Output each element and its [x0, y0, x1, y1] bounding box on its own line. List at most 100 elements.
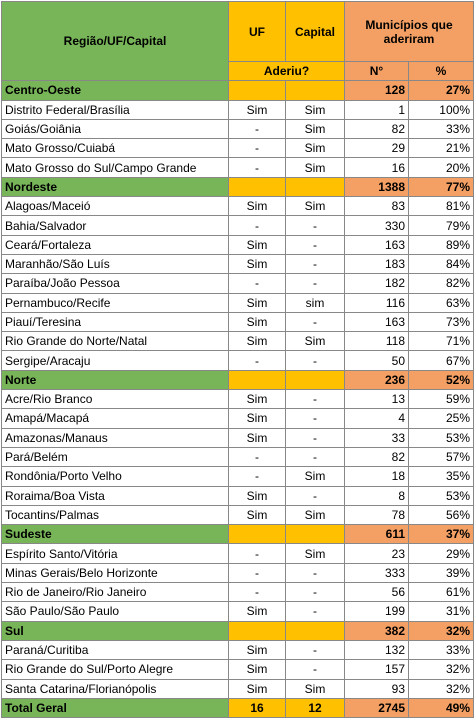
- table-row: Rondônia/Porto Velho - Sim 18 35%: [1, 466, 474, 487]
- state-pct: 82%: [408, 273, 474, 294]
- state-name: Ceará/Fortaleza: [1, 234, 229, 255]
- state-pct: 25%: [408, 408, 474, 429]
- region-n: 382: [344, 620, 409, 641]
- region-pct: 77%: [408, 176, 474, 198]
- state-pct: 35%: [408, 466, 474, 487]
- state-n: 93: [344, 678, 409, 699]
- state-pct: 33%: [408, 118, 474, 140]
- table-row: Sudeste 611 37%: [1, 524, 474, 545]
- region-name: Nordeste: [1, 176, 229, 198]
- state-name: São Paulo/São Paulo: [1, 601, 229, 622]
- state-capital: Sim: [285, 331, 345, 352]
- state-uf: Sim: [228, 504, 286, 526]
- state-pct: 61%: [408, 582, 474, 603]
- table-row: Amazonas/Manaus Sim -33 53%: [1, 427, 474, 448]
- state-pct: 21%: [408, 138, 474, 159]
- state-pct: 39%: [408, 562, 474, 584]
- state-pct: 33%: [408, 639, 474, 661]
- region-capital: [285, 80, 345, 101]
- state-capital: -: [285, 446, 345, 468]
- state-pct: 100%: [408, 99, 474, 120]
- state-uf: Sim: [228, 678, 286, 699]
- state-uf: Sim: [228, 331, 286, 352]
- state-n: 23: [344, 543, 409, 564]
- state-pct: 73%: [408, 311, 474, 333]
- state-n: 163: [344, 311, 409, 333]
- state-capital: -: [285, 350, 345, 371]
- state-uf: Sim: [228, 234, 286, 255]
- state-capital: Sim: [285, 466, 345, 487]
- region-pct: 32%: [408, 620, 474, 641]
- state-pct: 31%: [408, 601, 474, 622]
- region-name: Centro-Oeste: [1, 80, 229, 101]
- state-uf: -: [228, 446, 286, 468]
- table-row: Santa Catarina/Florianópolis Sim Sim 93 32%: [1, 678, 474, 699]
- table-row: Rio Grande do Norte/Natal Sim Sim 118 71%: [1, 331, 474, 352]
- table-row: Distrito Federal/Brasília Sim Sim 1 100%: [1, 99, 474, 120]
- header-uf: UF: [228, 1, 286, 62]
- state-name: Santa Catarina/Florianópolis: [1, 678, 229, 699]
- state-n: 82: [344, 446, 409, 468]
- state-uf: Sim: [228, 196, 286, 217]
- state-capital: -: [285, 311, 345, 333]
- state-n: 4: [344, 408, 409, 429]
- region-capital: [285, 524, 345, 545]
- region-n: 611: [344, 524, 409, 545]
- state-capital: -: [285, 253, 345, 275]
- state-n: 18: [344, 466, 409, 487]
- table-row: Mato Grosso do Sul/Campo Grande - Sim 16 20%: [1, 157, 474, 178]
- table-row: Amapá/Macapá Sim -4 25%: [1, 408, 474, 429]
- state-n: 16: [344, 157, 409, 178]
- state-name: Maranhão/São Luís: [1, 253, 229, 275]
- state-n: 199: [344, 601, 409, 622]
- state-pct: 32%: [408, 678, 474, 699]
- total-n: 2745: [344, 697, 409, 719]
- state-name: Mato Grosso/Cuiabá: [1, 138, 229, 159]
- state-name: Tocantins/Palmas: [1, 504, 229, 526]
- table-row: Sul 382 32%: [1, 620, 474, 641]
- state-capital: -: [285, 427, 345, 448]
- state-pct: 32%: [408, 659, 474, 680]
- state-n: 78: [344, 504, 409, 526]
- state-uf: -: [228, 157, 286, 178]
- state-name: Bahia/Salvador: [1, 215, 229, 236]
- header-n: N°: [344, 60, 409, 82]
- state-capital: -: [285, 582, 345, 603]
- region-uf: [228, 80, 286, 101]
- state-pct: 56%: [408, 504, 474, 526]
- state-uf: -: [228, 582, 286, 603]
- state-pct: 20%: [408, 157, 474, 178]
- state-uf: Sim: [228, 639, 286, 661]
- state-uf: -: [228, 273, 286, 294]
- state-capital: -: [285, 562, 345, 584]
- region-pct: 37%: [408, 524, 474, 545]
- table-row: Ceará/Fortaleza Sim -163 89%: [1, 234, 474, 255]
- state-name: Amazonas/Manaus: [1, 427, 229, 448]
- state-capital: -: [285, 234, 345, 255]
- state-name: Piauí/Teresina: [1, 311, 229, 333]
- state-uf: Sim: [228, 601, 286, 622]
- total-pct: 49%: [408, 697, 474, 719]
- state-capital: -: [285, 659, 345, 680]
- state-pct: 79%: [408, 215, 474, 236]
- header-capital: Capital: [285, 1, 345, 62]
- table-row: Sergipe/Aracaju - -50 67%: [1, 350, 474, 371]
- total-label: Total Geral: [1, 697, 229, 719]
- table-row: Bahia/Salvador - -330 79%: [1, 215, 474, 236]
- state-capital: Sim: [285, 504, 345, 526]
- state-capital: Sim: [285, 543, 345, 564]
- region-name: Sul: [1, 620, 229, 641]
- state-pct: 57%: [408, 446, 474, 468]
- region-uf: [228, 176, 286, 198]
- table-row: Centro-Oeste 128 27%: [1, 80, 474, 101]
- region-capital: [285, 620, 345, 641]
- state-name: Paraná/Curitiba: [1, 639, 229, 661]
- state-capital: Sim: [285, 118, 345, 140]
- state-pct: 59%: [408, 389, 474, 410]
- region-capital: [285, 369, 345, 391]
- state-uf: -: [228, 350, 286, 371]
- region-n: 1388: [344, 176, 409, 198]
- state-n: 8: [344, 485, 409, 506]
- state-uf: Sim: [228, 389, 286, 410]
